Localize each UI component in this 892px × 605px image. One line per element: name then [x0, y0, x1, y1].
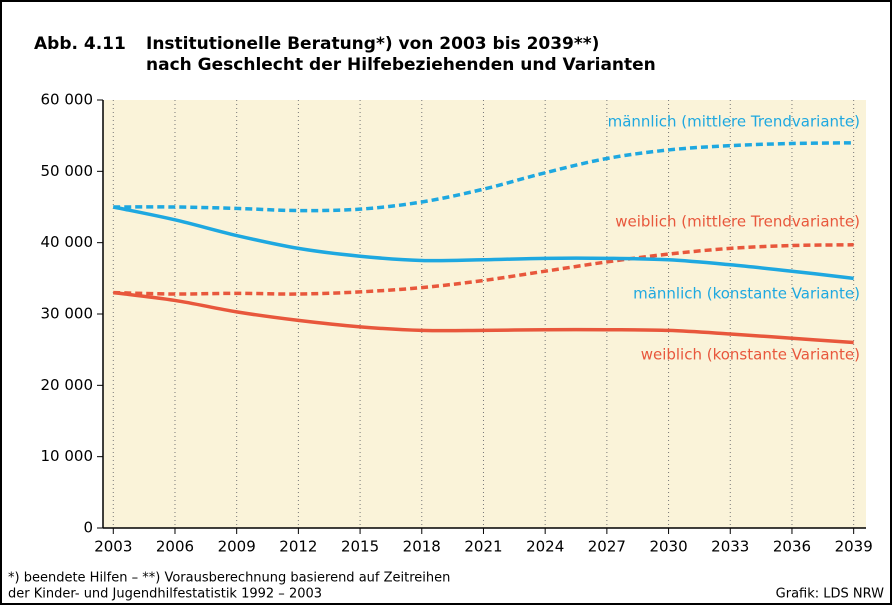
series-line [113, 141, 854, 213]
y-tick-label: 60 000 [41, 91, 94, 109]
y-tick-label: 20 000 [41, 376, 94, 394]
series-label: männlich (mittlere Trendvariante) [608, 113, 860, 131]
series-label: weiblich (konstante Variante) [641, 346, 860, 364]
x-tick-label: 2033 [711, 538, 749, 556]
y-tick-label: 0 [83, 519, 93, 537]
x-tick-label: 2006 [156, 538, 194, 556]
source: Grafik: LDS NRW [776, 587, 884, 602]
y-tick-label: 50 000 [41, 162, 94, 180]
series-line [112, 205, 854, 281]
footnote: *) beendete Hilfen – **) Vorausberechnun… [8, 571, 450, 586]
x-tick-label: 2012 [279, 538, 317, 556]
x-tick-label: 2009 [218, 538, 256, 556]
x-tick-label: 2030 [649, 538, 687, 556]
chart-title: Institutionelle Beratung*) von 2003 bis … [146, 34, 599, 54]
x-tick-label: 2036 [773, 538, 811, 556]
x-tick-label: 2021 [464, 538, 502, 556]
series-label: männlich (konstante Variante) [633, 285, 860, 303]
x-tick-label: 2003 [94, 538, 132, 556]
y-tick-label: 40 000 [41, 233, 94, 251]
chart-label: Abb. 4.11 [34, 34, 126, 54]
footnote: der Kinder- und Jugendhilfestatistik 199… [8, 587, 322, 602]
y-tick-label: 30 000 [41, 305, 94, 323]
x-tick-label: 2015 [341, 538, 379, 556]
chart-title: nach Geschlecht der Hilfebeziehenden und… [146, 55, 656, 75]
x-tick-label: 2039 [835, 538, 873, 556]
series-line [113, 243, 854, 296]
y-tick-label: 10 000 [41, 447, 94, 465]
series-line [113, 290, 854, 345]
x-tick-label: 2027 [588, 538, 626, 556]
series-label: weiblich (mittlere Trendvariante) [615, 213, 860, 231]
x-tick-label: 2024 [526, 538, 564, 556]
x-tick-label: 2018 [403, 538, 441, 556]
plot-area [103, 100, 866, 528]
